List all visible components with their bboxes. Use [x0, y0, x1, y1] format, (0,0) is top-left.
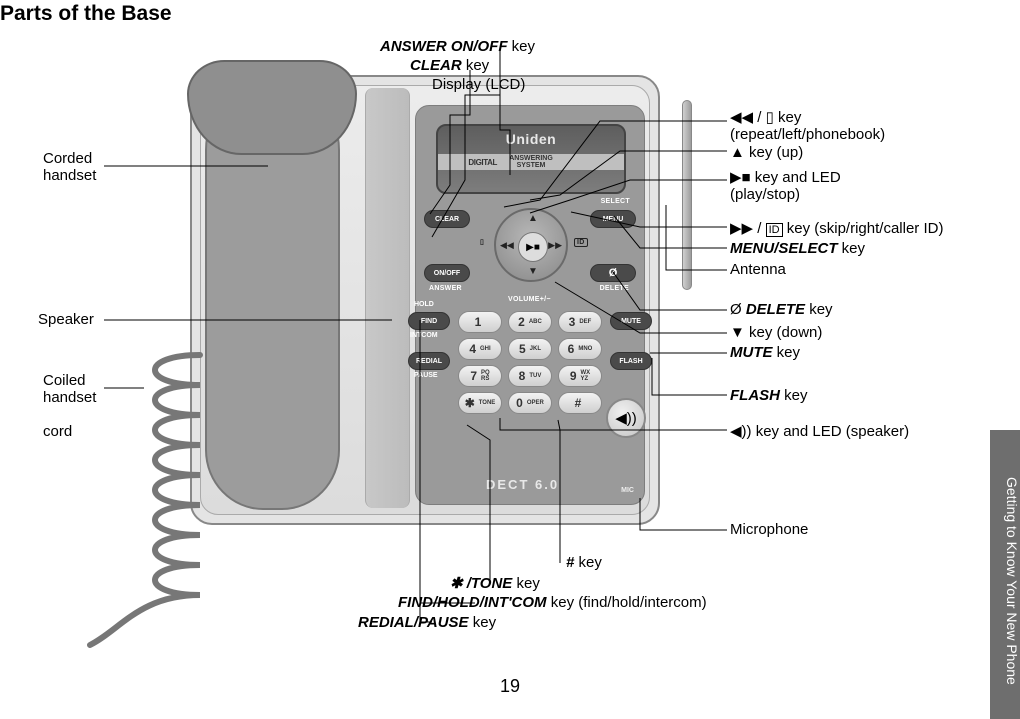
clear-button[interactable]: CLEAR	[424, 210, 470, 228]
label-mic: MIC	[621, 487, 634, 494]
keypad-key-4[interactable]: 4GHI	[458, 338, 502, 360]
cradle	[365, 88, 410, 508]
label-pause: PAUSE	[414, 372, 438, 379]
nav-right-icon: ▶▶	[548, 240, 562, 251]
lcd-sub-left: DIGITAL	[438, 158, 500, 167]
brand-logo: Uniden	[438, 131, 624, 147]
keypad-key-#[interactable]: #	[558, 392, 602, 414]
keypad-key-5[interactable]: 5JKL	[508, 338, 552, 360]
phone-base-illustration: Uniden DIGITAL ANSWERING SYSTEM SELECT C…	[190, 70, 690, 550]
keypad-key-✱[interactable]: ✱TONE	[458, 392, 502, 414]
control-panel: Uniden DIGITAL ANSWERING SYSTEM SELECT C…	[415, 105, 645, 505]
coiled-cord	[80, 350, 220, 670]
callout-delete: Ø DELETE key	[730, 301, 833, 318]
keypad-key-3[interactable]: 3DEF	[558, 311, 602, 333]
callout-findhold: FIND/HOLD/INT'COM key (find/hold/interco…	[398, 594, 707, 611]
label-intcom: INTCOM	[410, 332, 438, 339]
label-select: SELECT	[601, 198, 630, 205]
callout-menu: MENU/SELECT key	[730, 240, 865, 257]
menu-button[interactable]: MENU	[590, 210, 636, 228]
antenna	[682, 100, 692, 290]
keypad-key-9[interactable]: 9WXYZ	[558, 365, 602, 387]
callout-display: Display (LCD)	[432, 76, 525, 93]
page-title: Parts of the Base	[0, 2, 172, 26]
keypad-key-8[interactable]: 8TUV	[508, 365, 552, 387]
callout-antenna: Antenna	[730, 261, 786, 278]
callout-hash: # key	[566, 554, 602, 571]
callout-playstop: ▶■ key and LED(play/stop)	[730, 168, 841, 203]
callout-speaker: Speaker	[38, 311, 94, 328]
callout-clear: CLEAR key	[410, 57, 489, 74]
speakerphone-button[interactable]: ◀))	[606, 398, 646, 438]
callout-answer-onoff: ANSWER ON/OFF key	[380, 38, 535, 55]
callout-flash: FLASH key	[730, 387, 808, 404]
speaker-icon: ◀))	[615, 409, 637, 427]
flash-button[interactable]: FLASH	[610, 352, 652, 370]
keypad-key-2[interactable]: 2ABC	[508, 311, 552, 333]
section-tab: Getting to Know Your New Phone	[990, 430, 1020, 719]
label-answer: ANSWER	[429, 285, 462, 292]
label-volume: VOLUME+/−	[508, 296, 551, 303]
play-stop-button[interactable]: ▶■	[518, 232, 548, 262]
callout-mute: MUTE key	[730, 344, 800, 361]
phonebook-icon: ▯	[480, 238, 484, 246]
delete-button[interactable]: Ø	[590, 264, 636, 282]
lcd-display: Uniden DIGITAL ANSWERING SYSTEM	[436, 124, 626, 194]
mute-button[interactable]: MUTE	[610, 312, 652, 330]
nav-left-icon: ◀◀	[500, 240, 514, 251]
nav-ring[interactable]: ▶■ ▲ ▼ ◀◀ ▶▶	[494, 208, 568, 282]
callout-speaker-key: ◀)) key and LED (speaker)	[730, 422, 909, 440]
callout-microphone: Microphone	[730, 521, 808, 538]
keypad-key-7[interactable]: 7PQRS	[458, 365, 502, 387]
lcd-band: DIGITAL ANSWERING SYSTEM	[438, 154, 624, 170]
page-number: 19	[500, 676, 520, 697]
callerid-icon: ID	[574, 238, 588, 247]
keypad-key-0[interactable]: 0OPER	[508, 392, 552, 414]
dect-logo: DECT 6.0	[486, 477, 559, 492]
callout-down: ▼ key (down)	[730, 324, 822, 341]
lcd-sub-mid: ANSWERING SYSTEM	[500, 155, 562, 169]
callout-coiled-cord: Coiled handset cord	[43, 372, 96, 440]
label-hold: HOLD	[414, 301, 434, 308]
label-delete: DELETE	[600, 285, 629, 292]
keypad-key-1[interactable]: 1	[458, 311, 502, 333]
answer-onoff-button[interactable]: ON/OFF	[424, 264, 470, 282]
nav-up-icon: ▲	[528, 213, 538, 224]
callout-repeat: ◀◀ / ▯ key(repeat/left/phonebook)	[730, 108, 885, 143]
callout-tone: ✱ /TONE key	[450, 574, 540, 592]
nav-down-icon: ▼	[528, 266, 538, 277]
callout-redial: REDIAL/PAUSE key	[358, 614, 496, 631]
callout-up: ▲ key (up)	[730, 144, 803, 161]
handset-earpiece	[187, 60, 357, 155]
find-button[interactable]: FIND	[408, 312, 450, 330]
redial-button[interactable]: REDIAL	[408, 352, 450, 370]
callout-corded-handset: Cordedhandset	[43, 150, 96, 184]
keypad-key-6[interactable]: 6MNO	[558, 338, 602, 360]
callout-skip: ▶▶ / ID key (skip/right/caller ID)	[730, 219, 943, 237]
